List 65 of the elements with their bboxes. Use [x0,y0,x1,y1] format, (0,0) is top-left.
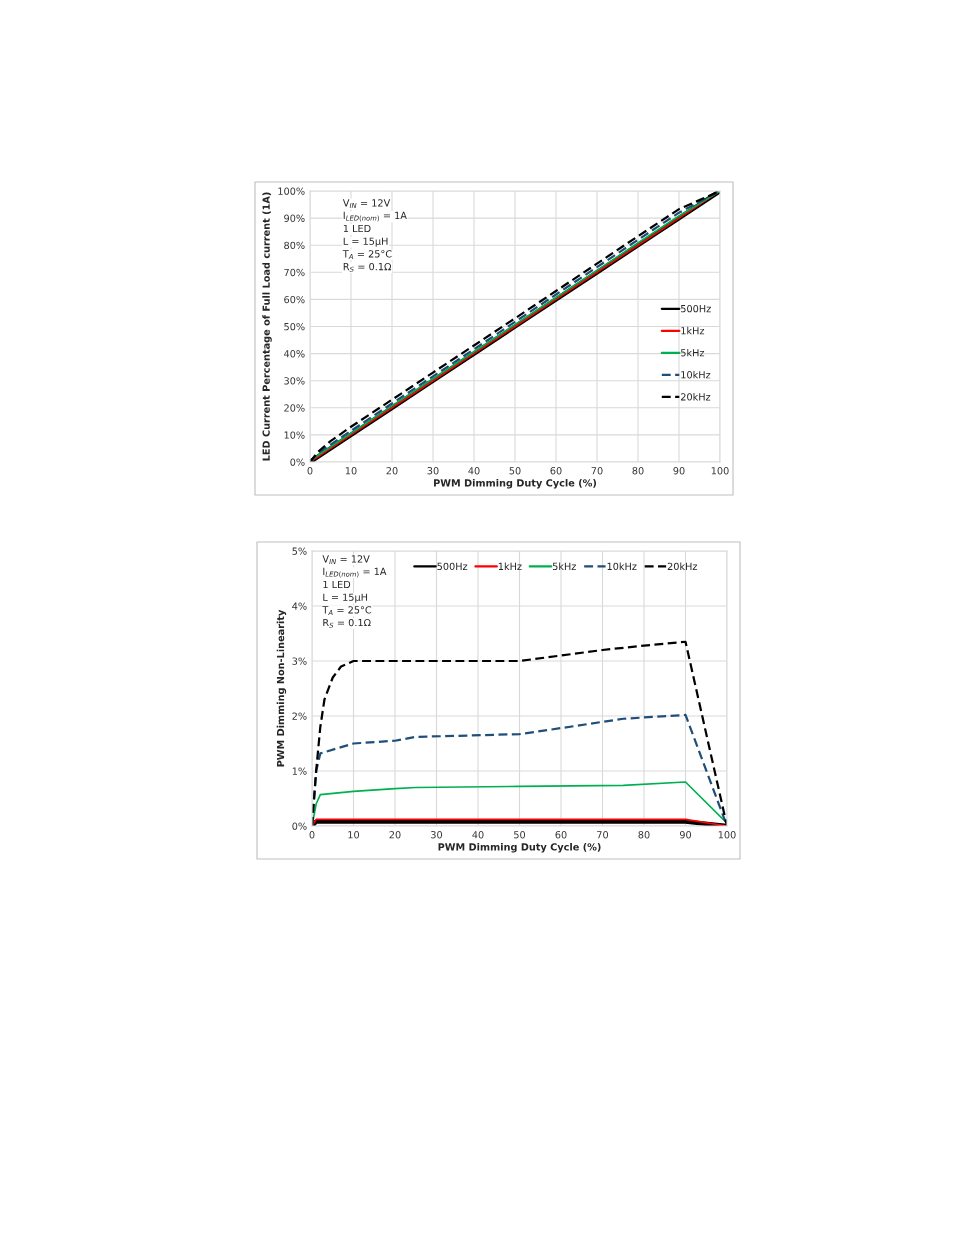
x-tick-label: 0 [309,831,315,839]
x-tick-label: 20 [389,831,401,839]
x-tick-label: 100 [711,467,729,475]
annotation: V$_{IN}$ = 12V [322,555,370,565]
x-tick-label: 80 [632,467,644,475]
legend-label: 20kHz [680,392,711,401]
x-tick-label: 30 [431,831,443,839]
legend-label: 5kHz [681,348,705,357]
x-tick-label: 60 [550,467,562,475]
annotation: R$_{S}$ = 0.1Ω [343,262,392,272]
x-axis-title: PWM Dimming Duty Cycle (%) [438,843,601,853]
legend-label: 10kHz [681,370,711,379]
y-axis-title: PWM Dimming Non-Linearity [276,609,287,767]
annotation: L = 15µH [343,237,388,247]
y-tick-label: 0% [290,458,305,466]
y-tick-label: 3% [292,657,307,665]
annotation: T$_{A}$ = 25°C [342,250,392,259]
y-tick-label: 2% [292,712,307,720]
annotation: R$_{S}$ = 0.1Ω [323,618,371,628]
y-tick-label: 10% [284,431,305,439]
legend-label: 10kHz [607,562,637,571]
annotation: 1 LED [323,580,351,588]
y-tick-label: 20% [284,404,305,412]
y-tick-label: 70% [284,268,305,277]
legend-label: 5kHz [552,562,576,571]
annotation: I$_{LED(nom)}$ = 1A [323,567,387,578]
x-tick-label: 70 [597,831,609,839]
annotation: T$_{A}$ = 25°C [322,606,372,615]
x-tick-label: 10 [345,467,357,475]
x-tick-label: 100 [718,831,736,839]
legend-label: 500Hz [681,304,711,313]
annotation: L = 15µH [323,593,368,603]
annotation: 1 LED [343,224,371,232]
y-tick-label: 1% [292,767,307,775]
x-tick-label: 40 [468,467,480,475]
annotation: V$_{IN}$ = 12V [342,199,391,209]
x-tick-label: 30 [427,467,439,475]
legend-label: 1kHz [498,562,522,570]
x-tick-label: 10 [348,831,360,839]
x-tick-label: 80 [638,831,650,839]
legend-label: 500Hz [437,562,468,571]
y-axis-title: LED Current Percentage of Full Load current (1A) [262,192,272,461]
y-tick-label: 40% [284,350,305,358]
y-tick-label: 0% [292,822,307,830]
x-tick-label: 20 [386,467,398,475]
y-tick-label: 5% [292,547,307,555]
annotation: I$_{LED(nom)}$ = 1A [343,211,407,222]
x-tick-label: 40 [472,831,484,839]
x-tick-label: 50 [509,467,521,475]
x-tick-label: 90 [673,467,685,475]
x-tick-label: 90 [679,831,692,839]
y-tick-label: 30% [284,377,305,385]
x-tick-label: 50 [514,831,526,839]
legend-label: 20kHz [667,562,698,571]
x-tick-label: 0 [307,467,313,475]
x-tick-label: 70 [591,467,603,475]
y-tick-label: 90% [284,214,305,222]
x-tick-label: 60 [555,831,567,839]
y-tick-label: 4% [292,602,307,610]
y-tick-label: 50% [284,322,305,331]
legend-label: 1kHz [681,326,705,335]
y-tick-label: 60% [284,295,305,304]
x-axis-title: PWM Dimming Duty Cycle (%) [434,479,597,489]
y-tick-label: 80% [284,241,305,250]
y-tick-label: 100% [278,187,305,195]
